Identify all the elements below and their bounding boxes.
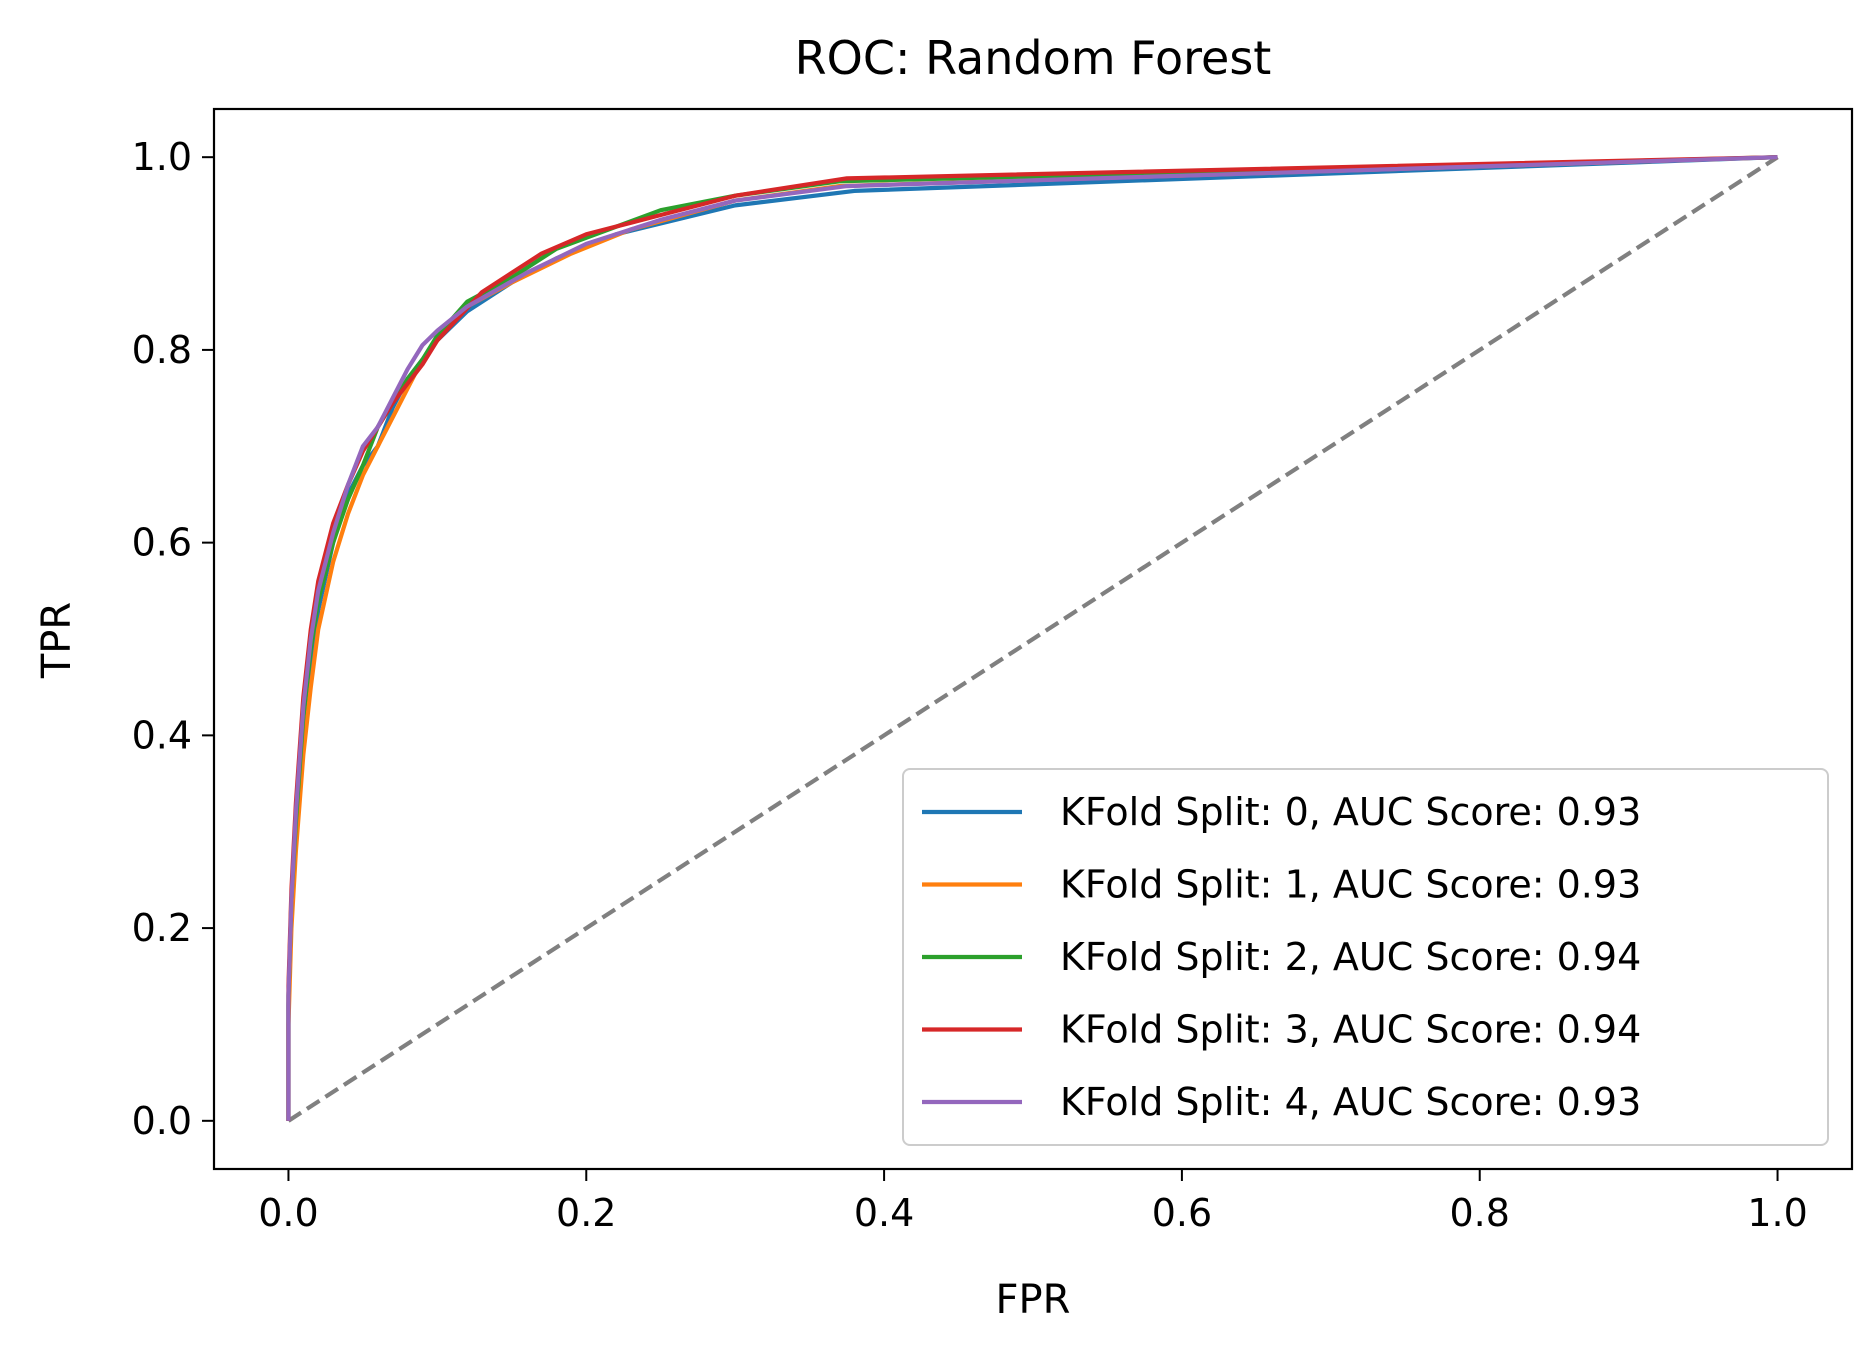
legend-label-split-2: KFold Split: 2, AUC Score: 0.94 — [1060, 935, 1641, 979]
legend-label-split-1: KFold Split: 1, AUC Score: 0.93 — [1060, 863, 1641, 907]
legend-label-split-3: KFold Split: 3, AUC Score: 0.94 — [1060, 1008, 1641, 1052]
x-axis-ticks: 0.0 0.2 0.4 0.6 0.8 1.0 — [258, 1169, 1808, 1235]
x-tick-label: 0.2 — [556, 1191, 616, 1235]
x-tick-label: 1.0 — [1747, 1191, 1807, 1235]
y-axis-ticks: 0.0 0.2 0.4 0.6 0.8 1.0 — [132, 135, 214, 1143]
roc-curves — [286, 155, 1779, 1123]
y-tick-label: 1.0 — [132, 135, 192, 179]
y-tick-label: 0.8 — [132, 328, 192, 372]
chart-title: ROC: Random Forest — [795, 31, 1272, 85]
roc-curve-split-1 — [286, 155, 1778, 1121]
y-tick-label: 0.2 — [132, 906, 192, 950]
x-tick-label: 0.6 — [1152, 1191, 1212, 1235]
chance-diagonal-line — [287, 155, 1779, 1123]
roc-curve-split-4 — [286, 155, 1778, 1121]
x-axis-label: FPR — [996, 1277, 1071, 1323]
legend-label-split-4: KFold Split: 4, AUC Score: 0.93 — [1060, 1080, 1641, 1124]
legend-label-split-0: KFold Split: 0, AUC Score: 0.93 — [1060, 790, 1641, 834]
x-tick-label: 0.4 — [854, 1191, 914, 1235]
y-tick-label: 0.6 — [132, 521, 192, 565]
x-tick-label: 0.8 — [1450, 1191, 1510, 1235]
plot-frame — [212, 107, 1854, 1171]
y-tick-label: 0.4 — [132, 713, 192, 757]
y-tick-label: 0.0 — [132, 1099, 192, 1143]
legend: KFold Split: 0, AUC Score: 0.93 KFold Spl… — [902, 768, 1829, 1146]
legend-box — [902, 768, 1829, 1146]
x-tick-label: 0.0 — [258, 1191, 318, 1235]
y-axis-label: TPR — [34, 602, 80, 679]
